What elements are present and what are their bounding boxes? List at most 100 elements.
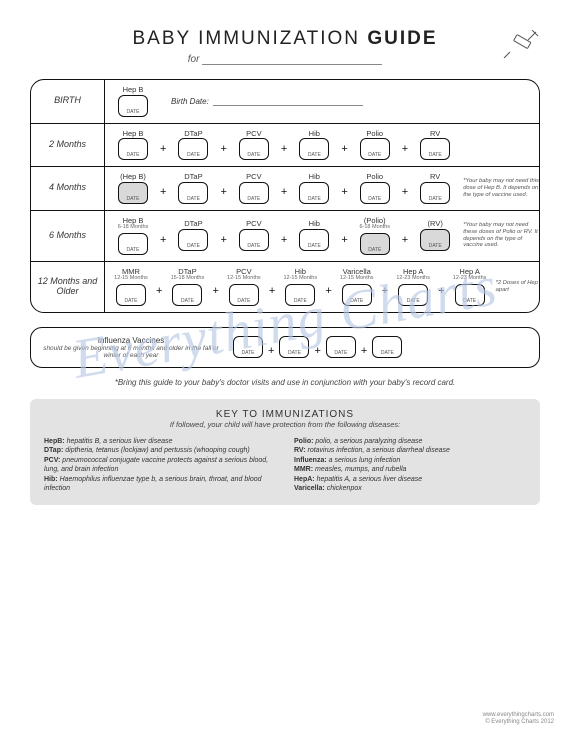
key-entry: Varicella: chickenpox bbox=[294, 484, 526, 493]
key-sub: If followed, your child will have protec… bbox=[44, 420, 526, 429]
date-box[interactable]: DATE bbox=[398, 284, 428, 306]
key-desc: Haemophilus influenzae type b, a serious… bbox=[44, 476, 262, 492]
vaccine-item: RVDATE bbox=[411, 130, 459, 161]
date-box[interactable]: DATE bbox=[118, 138, 148, 160]
credit-url: www.everythingcharts.com bbox=[483, 712, 554, 719]
date-box[interactable]: DATE bbox=[372, 336, 402, 358]
date-box[interactable]: DATE bbox=[420, 182, 450, 204]
vaccine-sublabel: 6-18 Months bbox=[359, 225, 390, 231]
date-label: DATE bbox=[368, 196, 381, 202]
date-label: DATE bbox=[407, 298, 420, 304]
vaccine-item: (RV)DATE bbox=[411, 220, 459, 251]
date-box[interactable]: DATE bbox=[326, 336, 356, 358]
date-box[interactable]: DATE bbox=[299, 229, 329, 251]
key-columns: HepB: hepatitis B, a serious liver disea… bbox=[44, 437, 526, 494]
key-desc: diptheria, tetanus (lockjaw) and pertuss… bbox=[65, 447, 249, 454]
for-blank[interactable] bbox=[202, 55, 382, 65]
key-desc: pneumococcal conjugate vaccine protects … bbox=[44, 457, 268, 473]
date-box[interactable]: DATE bbox=[178, 229, 208, 251]
date-box[interactable]: DATE bbox=[172, 284, 202, 306]
date-box[interactable]: DATE bbox=[118, 182, 148, 204]
plus-icon: + bbox=[219, 226, 227, 246]
date-box[interactable]: DATE bbox=[116, 284, 146, 306]
date-box[interactable]: DATE bbox=[118, 233, 148, 255]
date-box[interactable]: DATE bbox=[299, 138, 329, 160]
date-label: DATE bbox=[294, 298, 307, 304]
date-box[interactable]: DATE bbox=[178, 138, 208, 160]
vaccine-label: Hep A bbox=[403, 268, 423, 276]
vaccine-item: HibDATE bbox=[290, 220, 338, 251]
vaccine-item: Hep A12-23 MonthsDATE bbox=[391, 268, 435, 306]
for-label: for bbox=[188, 54, 200, 65]
flu-box: Influenza Vaccines should be given begin… bbox=[30, 327, 540, 368]
plus-icon: + bbox=[340, 135, 348, 155]
key-desc: a serious lung infection bbox=[329, 457, 401, 464]
vaccine-label: DTaP bbox=[178, 268, 196, 276]
key-col-left: HepB: hepatitis B, a serious liver disea… bbox=[44, 437, 276, 494]
date-box[interactable]: DATE bbox=[342, 284, 372, 306]
vaccine-item: Varicella12-15 MonthsDATE bbox=[335, 268, 379, 306]
date-label: DATE bbox=[187, 243, 200, 249]
date-box[interactable]: DATE bbox=[239, 182, 269, 204]
date-label: DATE bbox=[308, 243, 321, 249]
plus-icon: + bbox=[313, 337, 321, 357]
flu-doses: DATE+DATE+DATE+DATE bbox=[233, 336, 402, 358]
table-row: 6 MonthsHep B6-18 MonthsDATE+DTaPDATE+PC… bbox=[31, 210, 539, 261]
date-label: DATE bbox=[187, 152, 200, 158]
date-box[interactable]: DATE bbox=[239, 138, 269, 160]
date-box[interactable]: DATE bbox=[299, 182, 329, 204]
vaccine-label: PCV bbox=[246, 130, 261, 138]
vaccine-item: DTaPDATE bbox=[169, 220, 217, 251]
date-label: DATE bbox=[334, 350, 347, 356]
date-box[interactable]: DATE bbox=[360, 138, 390, 160]
vaccine-label: Hib bbox=[295, 268, 306, 276]
date-box[interactable]: DATE bbox=[420, 229, 450, 251]
key-entry: HepA: hepatitis A, a serious liver disea… bbox=[294, 475, 526, 484]
date-label: DATE bbox=[350, 298, 363, 304]
plus-icon: + bbox=[280, 178, 288, 198]
birthdate-blank[interactable] bbox=[213, 98, 363, 106]
date-label: DATE bbox=[127, 196, 140, 202]
flu-title: Influenza Vaccines bbox=[98, 336, 165, 345]
vaccine-item: HibDATE bbox=[290, 130, 338, 161]
table-row: 4 Months(Hep B)DATE+DTaPDATE+PCVDATE+Hib… bbox=[31, 166, 539, 210]
vaccine-label: Hep B bbox=[123, 86, 144, 94]
date-label: DATE bbox=[429, 152, 442, 158]
date-box[interactable]: DATE bbox=[360, 182, 390, 204]
date-box[interactable]: DATE bbox=[233, 336, 263, 358]
date-box[interactable]: DATE bbox=[178, 182, 208, 204]
table-row: BIRTHHep BDATEBirth Date: bbox=[31, 80, 539, 123]
key-panel: KEY TO IMMUNIZATIONS If followed, your c… bbox=[30, 399, 540, 506]
date-box[interactable]: DATE bbox=[118, 95, 148, 117]
date-box[interactable]: DATE bbox=[229, 284, 259, 306]
key-abbr: RV: bbox=[294, 447, 308, 454]
vaccine-item: HibDATE bbox=[290, 173, 338, 204]
date-box[interactable]: DATE bbox=[360, 233, 390, 255]
date-label: DATE bbox=[368, 247, 381, 253]
plus-icon: + bbox=[381, 277, 389, 297]
date-box[interactable]: DATE bbox=[285, 284, 315, 306]
plus-icon: + bbox=[267, 337, 275, 357]
vaccine-cells: Hep BDATE+DTaPDATE+PCVDATE+HibDATE+Polio… bbox=[105, 124, 539, 167]
date-label: DATE bbox=[187, 196, 200, 202]
vaccine-item: Hib12-15 MonthsDATE bbox=[278, 268, 322, 306]
vaccine-sublabel: 15-18 Months bbox=[171, 276, 205, 282]
age-cell: BIRTH bbox=[31, 80, 105, 123]
date-box[interactable]: DATE bbox=[420, 138, 450, 160]
date-box[interactable]: DATE bbox=[239, 229, 269, 251]
plus-icon: + bbox=[211, 277, 219, 297]
age-cell: 2 Months bbox=[31, 124, 105, 167]
date-label: DATE bbox=[127, 247, 140, 253]
vaccine-label: DTaP bbox=[184, 173, 202, 181]
vaccine-label: Hib bbox=[309, 130, 320, 138]
vaccine-item: DTaPDATE bbox=[169, 130, 217, 161]
date-box[interactable]: DATE bbox=[279, 336, 309, 358]
date-label: DATE bbox=[127, 109, 140, 115]
date-box[interactable]: DATE bbox=[455, 284, 485, 306]
vaccine-label: Hep B bbox=[123, 130, 144, 138]
plus-icon: + bbox=[280, 226, 288, 246]
date-label: DATE bbox=[247, 196, 260, 202]
title-bold: GUIDE bbox=[367, 28, 437, 49]
plus-icon: + bbox=[401, 178, 409, 198]
vaccine-item: PolioDATE bbox=[351, 130, 399, 161]
